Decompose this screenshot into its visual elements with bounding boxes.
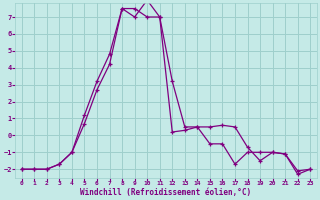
X-axis label: Windchill (Refroidissement éolien,°C): Windchill (Refroidissement éolien,°C) [80,188,252,197]
